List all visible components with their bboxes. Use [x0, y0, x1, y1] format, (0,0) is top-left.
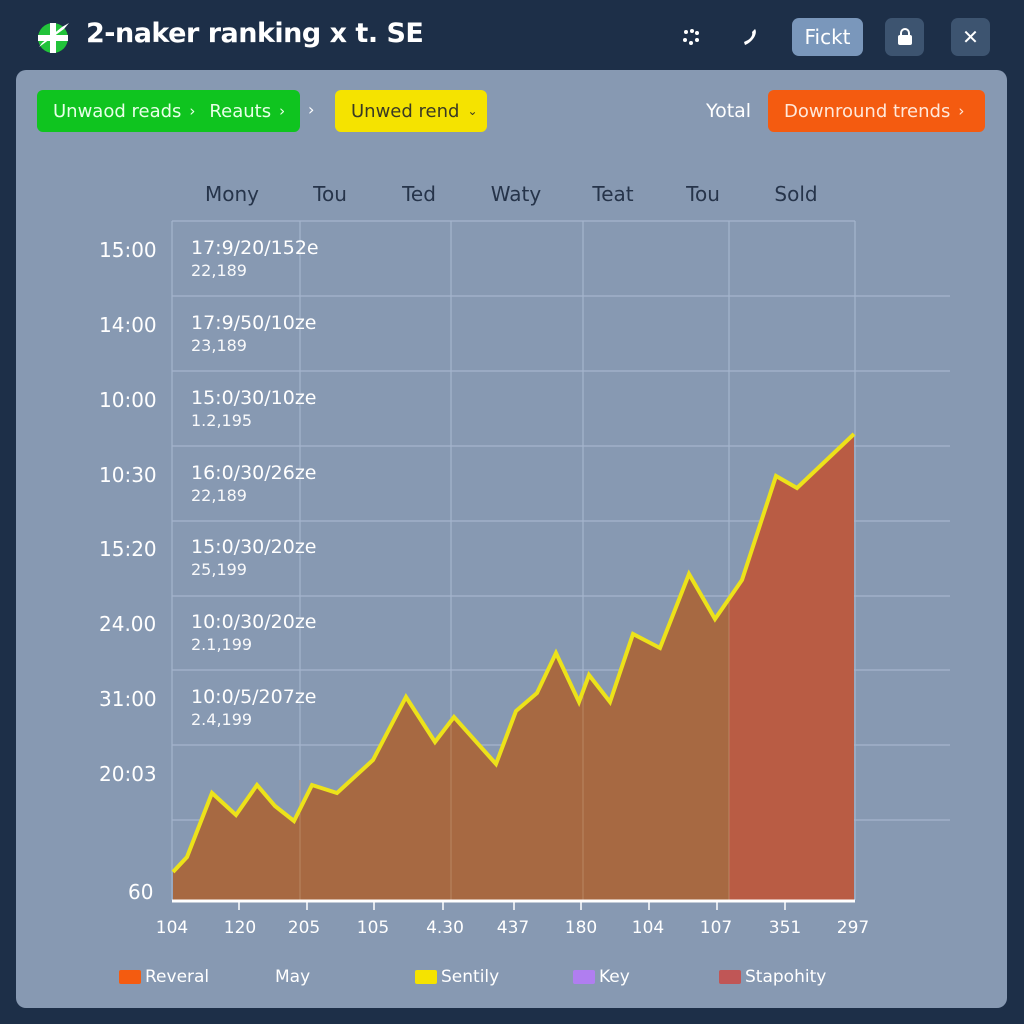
dropdown-label: Unwed rend — [351, 100, 460, 122]
close-icon: ✕ — [962, 25, 979, 49]
lock-button[interactable] — [885, 18, 924, 56]
breadcrumb[interactable]: Unwaod reads › Reauts › — [37, 90, 300, 132]
column-header: Mony — [204, 182, 260, 206]
x-tick-label: 104 — [631, 918, 665, 938]
window-title: 2-naker ranking x t. SE — [86, 18, 424, 49]
column-header: Tou — [686, 182, 720, 206]
x-tick-label: 4.30 — [426, 918, 464, 938]
chevron-right-icon: › — [189, 102, 196, 120]
y-tick-label: 15:20 — [99, 537, 157, 561]
breadcrumb-item-2[interactable]: Reauts — [209, 100, 272, 122]
row-entry: 16:0/30/26ze 22,189 — [191, 462, 317, 505]
lock-icon — [897, 28, 912, 45]
chevron-right-icon: › — [279, 102, 286, 120]
y-tick-label: 14:00 — [99, 313, 157, 337]
y-tick-label: 20:03 — [99, 762, 157, 786]
column-header: Teat — [592, 182, 634, 206]
row-entry: 17:9/50/10ze 23,189 — [191, 312, 317, 355]
close-button[interactable]: ✕ — [951, 18, 990, 56]
x-tick-label: 104 — [155, 918, 189, 938]
x-tick-label: 105 — [356, 918, 390, 938]
legend-swatch — [719, 970, 741, 984]
row-entry: 15:0/30/10ze 1.2,195 — [191, 387, 317, 430]
legend-swatch — [415, 970, 437, 984]
x-tick-label: 120 — [223, 918, 257, 938]
chevron-right-icon: › — [958, 102, 965, 120]
total-label: Yotal — [706, 100, 752, 122]
row-entry: 15:0/30/20ze 25,199 — [191, 536, 317, 579]
column-header: Tou — [313, 182, 347, 206]
column-header: Ted — [402, 182, 436, 206]
downround-trends-button[interactable]: Downround trends › — [768, 90, 985, 132]
legend-item-stapohity[interactable]: Stapohity — [719, 967, 826, 987]
x-tick-label: 205 — [287, 918, 321, 938]
row-entry: 10:0/30/20ze 2.1,199 — [191, 611, 317, 654]
row-entry: 10:0/5/207ze 2.4,199 — [191, 686, 317, 729]
app-logo-icon — [38, 23, 69, 53]
trend-line — [171, 432, 856, 874]
title-bar: 2-naker ranking x t. SE Fickt ✕ — [0, 0, 1024, 70]
column-header: Sold — [774, 182, 818, 206]
x-tick-label: 180 — [564, 918, 598, 938]
x-tick-label: 297 — [836, 918, 870, 938]
column-header: Waty — [490, 182, 542, 206]
trend-dropdown[interactable]: Unwed rend ⌄ — [335, 90, 487, 132]
legend-swatch — [573, 970, 595, 984]
chevron-right-icon: › — [308, 100, 315, 119]
y-tick-label: 10:30 — [99, 463, 157, 487]
button-label: Downround trends — [784, 100, 951, 122]
y-tick-label: 24.00 — [99, 612, 157, 636]
y-tick-label: 31:00 — [99, 687, 157, 711]
phone-icon[interactable] — [736, 22, 766, 52]
row-entry: 17:9/20/152e 22,189 — [191, 237, 319, 280]
y-tick-label: 60 — [128, 880, 154, 904]
legend-item-reveral[interactable]: Reveral — [119, 967, 209, 987]
breadcrumb-item-1[interactable]: Unwaod reads — [53, 100, 182, 122]
dots-icon[interactable] — [676, 22, 706, 52]
x-tick-label: 351 — [768, 918, 802, 938]
chevron-down-icon: ⌄ — [467, 104, 478, 118]
y-tick-label: 10:00 — [99, 388, 157, 412]
fickt-button[interactable]: Fickt — [792, 18, 863, 56]
legend-item-may[interactable]: May — [275, 967, 311, 987]
legend-item-sentily[interactable]: Sentily — [415, 967, 499, 987]
legend-swatch — [119, 970, 141, 984]
y-tick-label: 15:00 — [99, 238, 157, 262]
x-tick-label: 107 — [699, 918, 733, 938]
x-tick-label: 437 — [496, 918, 530, 938]
legend-item-key[interactable]: Key — [573, 967, 630, 987]
